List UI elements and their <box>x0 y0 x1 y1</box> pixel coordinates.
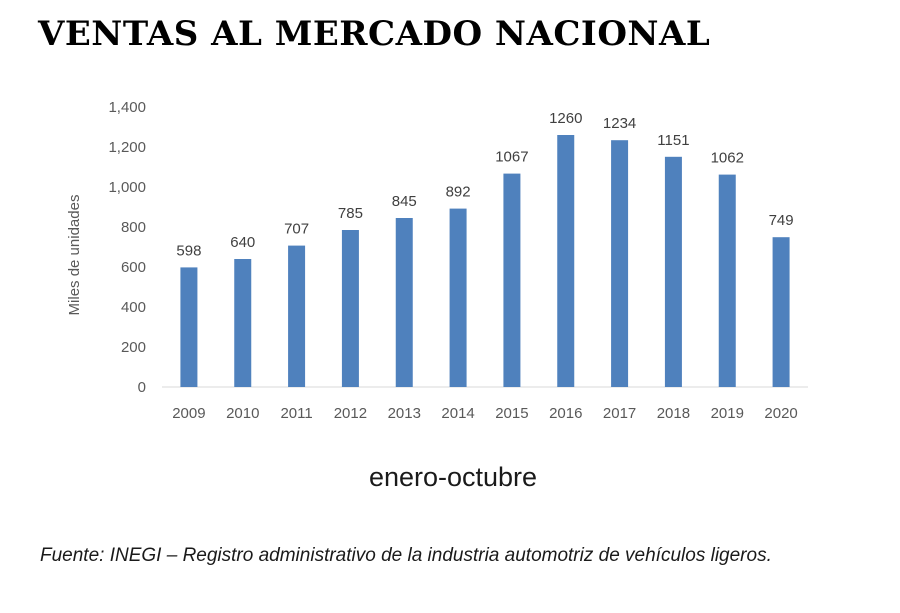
data-label-2018: 1151 <box>657 132 689 149</box>
y-tick-label: 600 <box>121 259 146 276</box>
data-label-2020: 749 <box>769 212 794 229</box>
y-tick-label: 0 <box>138 379 146 396</box>
bar-2011 <box>288 245 306 387</box>
source-note: Fuente: INEGI – Registro administrativo … <box>40 545 772 566</box>
y-tick-label: 1,000 <box>108 179 146 196</box>
data-label-2019: 1062 <box>711 150 744 167</box>
bar-2010 <box>234 259 252 387</box>
data-label-2011: 707 <box>284 221 309 238</box>
bar-2020 <box>772 237 790 387</box>
x-axis-ticks: 2009 2010 2011 2012 2013 2014 2015 2016 2017 2018… <box>172 405 798 422</box>
bar-2014 <box>449 208 467 387</box>
x-tick-label: 2019 <box>711 405 744 422</box>
y-tick-label: 1,200 <box>108 139 146 156</box>
bar-2012 <box>341 230 359 387</box>
x-tick-label: 2013 <box>388 405 421 422</box>
data-label-2017: 1234 <box>603 115 636 132</box>
bars <box>180 135 790 387</box>
x-tick-label: 2010 <box>226 405 259 422</box>
x-tick-label: 2014 <box>441 405 474 422</box>
data-label-2014: 892 <box>446 184 471 201</box>
y-axis-label: Miles de unidades <box>66 195 83 316</box>
bar-2009 <box>180 267 198 387</box>
x-tick-label: 2015 <box>495 405 528 422</box>
data-label-2009: 598 <box>176 242 201 259</box>
chart-title: VENTAS AL MERCADO NACIONAL <box>38 14 711 54</box>
data-label-2013: 845 <box>392 193 417 210</box>
x-tick-label: 2016 <box>549 405 582 422</box>
y-tick-label: 200 <box>121 339 146 356</box>
bar-2016 <box>557 135 575 387</box>
x-tick-label: 2020 <box>764 405 797 422</box>
y-tick-label: 1,400 <box>108 99 146 116</box>
x-tick-label: 2018 <box>657 405 690 422</box>
x-tick-label: 2009 <box>172 405 205 422</box>
y-tick-label: 400 <box>121 299 146 316</box>
x-tick-label: 2012 <box>334 405 367 422</box>
bar-2013 <box>395 218 413 387</box>
data-label-2012: 785 <box>338 205 363 222</box>
bar-2019 <box>718 174 736 387</box>
data-labels: 598 640 707 785 845 892 1067 1260 1234 1151 1062 74… <box>176 110 793 259</box>
x-axis-label: enero-octubre <box>368 462 538 492</box>
bar-2018 <box>664 156 682 387</box>
data-label-2016: 1260 <box>549 110 582 127</box>
data-label-2015: 1067 <box>495 149 528 166</box>
y-tick-label: 800 <box>121 219 146 236</box>
x-tick-label: 2017 <box>603 405 636 422</box>
x-tick-label: 2011 <box>280 405 312 422</box>
bar-2017 <box>611 140 629 387</box>
y-axis-ticks: 0 200 400 600 800 1,000 1,200 1,400 <box>108 99 146 396</box>
bar-2015 <box>503 173 521 387</box>
data-label-2010: 640 <box>230 234 255 251</box>
